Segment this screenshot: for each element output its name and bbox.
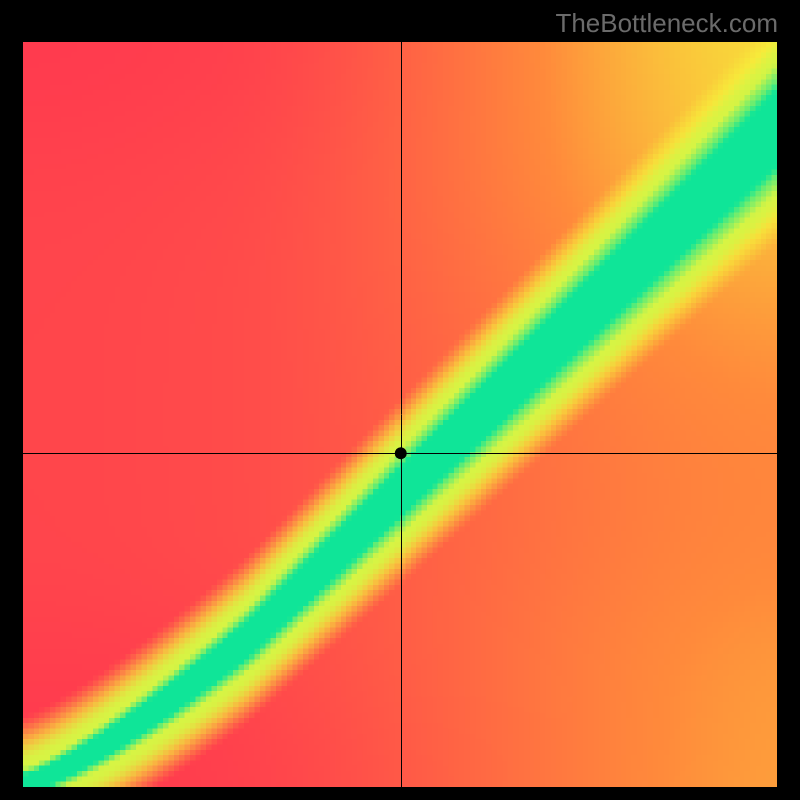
watermark-text: TheBottleneck.com xyxy=(555,8,778,39)
crosshair-overlay xyxy=(23,42,777,787)
chart-container: TheBottleneck.com xyxy=(0,0,800,800)
